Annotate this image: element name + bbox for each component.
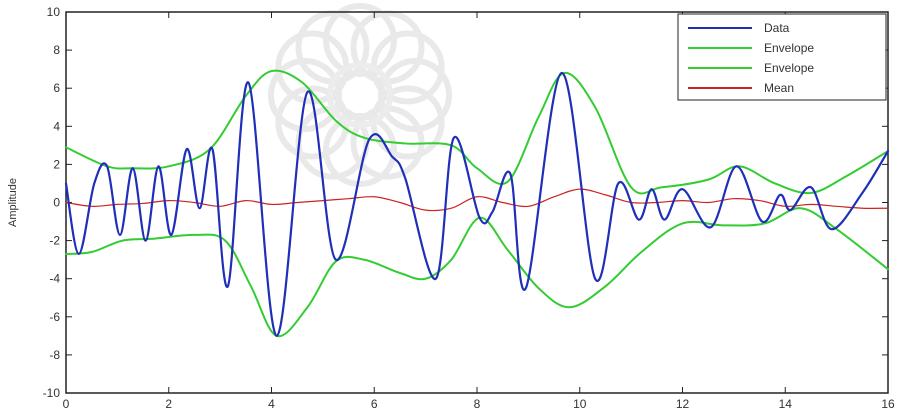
y-tick-label: 10 bbox=[47, 5, 61, 19]
y-tick-label: 6 bbox=[53, 81, 60, 95]
x-tick-label: 16 bbox=[881, 397, 895, 411]
x-tick-label: 12 bbox=[676, 397, 690, 411]
y-tick-label: -4 bbox=[49, 272, 60, 286]
y-tick-label: -8 bbox=[49, 348, 60, 362]
series-data-line bbox=[64, 71, 890, 337]
x-tick-label: 0 bbox=[63, 397, 70, 411]
legend-entry-label: Data bbox=[764, 21, 790, 35]
axis-ticks: 0 2 4 6 8 10 12 14 16 -10 -8 -6 -4 -2 0 2 4 6 8 10 bbox=[43, 5, 895, 411]
legend: Data Envelope Envelope Mean bbox=[677, 13, 887, 101]
watermark-petal bbox=[323, 3, 397, 77]
watermark-petal bbox=[323, 113, 397, 187]
x-tick-label: 10 bbox=[573, 397, 587, 411]
x-tick-label: 4 bbox=[268, 397, 275, 411]
watermark-petal bbox=[268, 58, 342, 132]
x-tick-label: 14 bbox=[779, 397, 793, 411]
watermark-petal bbox=[378, 58, 452, 132]
y-tick-label: -2 bbox=[49, 234, 60, 248]
legend-entry-label: Envelope bbox=[764, 41, 814, 55]
x-tick-label: 2 bbox=[165, 397, 172, 411]
watermark-center bbox=[327, 62, 393, 128]
y-tick-label: -6 bbox=[49, 310, 60, 324]
y-axis-label: Amplitude bbox=[7, 178, 19, 227]
y-tick-label: 2 bbox=[53, 157, 60, 171]
y-tick-label: -10 bbox=[43, 386, 61, 400]
y-tick-label: 8 bbox=[53, 43, 60, 57]
x-tick-label: 8 bbox=[474, 397, 481, 411]
y-tick-label: 0 bbox=[53, 196, 60, 210]
series-lower-envelope-line bbox=[65, 207, 889, 338]
x-tick-label: 6 bbox=[371, 397, 378, 411]
series-layer bbox=[64, 69, 890, 338]
legend-entry-label: Mean bbox=[764, 81, 794, 95]
y-tick-label: 4 bbox=[53, 119, 60, 133]
legend-entry-label: Envelope bbox=[764, 61, 814, 75]
